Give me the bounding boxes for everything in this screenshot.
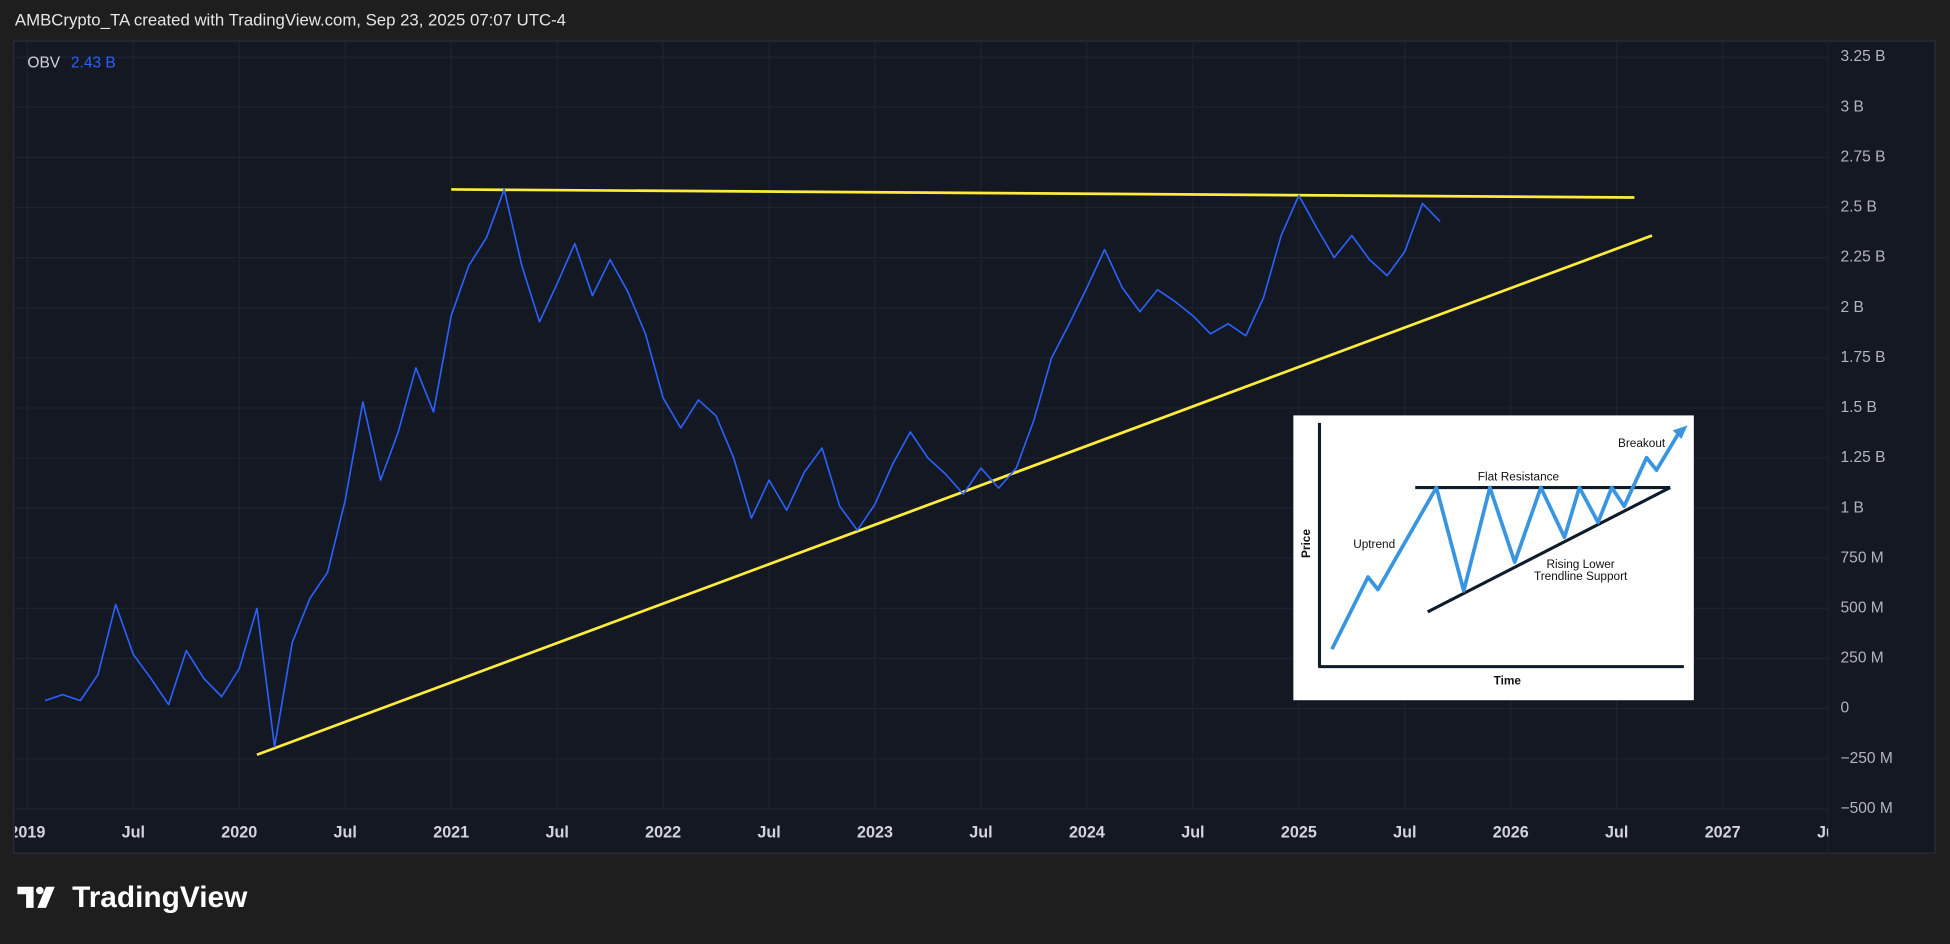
footer-brand: TradingView	[72, 881, 248, 914]
logo-icon	[17, 886, 34, 908]
x-tick-label: 2024	[1069, 824, 1105, 842]
y-tick-label: −250 M	[1841, 750, 1893, 767]
inset-label: Breakout	[1618, 436, 1666, 450]
legend-value: 2.43 B	[71, 55, 116, 72]
y-axis: 3.25 B 3 B 2.75 B 2.5 B 2.25 B 2 B 1.75 B 1.5 B…	[1841, 48, 1893, 817]
x-tick-label: Jul	[545, 824, 568, 842]
x-tick-label: Jul	[757, 824, 780, 842]
inset-label: Rising Lower	[1547, 557, 1615, 571]
y-tick-label: 3 B	[1841, 98, 1864, 115]
logo-icon	[37, 886, 55, 908]
x-tick-label: Jul	[1393, 824, 1416, 842]
inset-label: Price	[1299, 529, 1313, 558]
legend-name: OBV	[27, 55, 60, 72]
y-tick-label: 2.25 B	[1841, 249, 1886, 266]
inset-label: Flat Resistance	[1478, 470, 1560, 484]
inset-arrowhead	[1672, 425, 1688, 440]
inset-background	[1293, 415, 1694, 701]
series-line	[44, 188, 1441, 748]
x-tick-label: Jul	[122, 824, 145, 842]
x-tick-label: Jul	[1181, 824, 1204, 842]
x-tick-label: 2025	[1281, 824, 1317, 842]
x-tick-label: 2023	[857, 824, 893, 842]
inset-label: Trendline Support	[1534, 569, 1628, 583]
y-tick-label: 1.75 B	[1841, 349, 1886, 366]
y-tick-label: 1.5 B	[1841, 399, 1877, 416]
x-tick-label: Jul	[969, 824, 992, 842]
x-tick-label: 2026	[1493, 824, 1529, 842]
logo-icon	[36, 886, 44, 895]
inset-support	[1426, 486, 1671, 614]
x-tick-label: 2020	[221, 824, 257, 842]
x-tick-label: Jul	[1817, 824, 1840, 842]
y-tick-label: 2.75 B	[1841, 148, 1886, 165]
trendline	[451, 188, 1635, 199]
y-tick-label: 2 B	[1841, 299, 1864, 316]
y-tick-label: 1.25 B	[1841, 449, 1886, 466]
y-tick-label: 3.25 B	[1841, 48, 1886, 65]
x-tick-label: Jul	[1605, 824, 1628, 842]
trendline	[256, 234, 1653, 757]
y-tick-label: 750 M	[1841, 549, 1884, 566]
x-axis: 2019 Jul 2020 Jul 2021 Jul 2022 Jul 2023 Jul 2024 J…	[9, 824, 1840, 842]
x-tick-label: 2022	[645, 824, 681, 842]
inset-diagram: Price Time Uptrend Flat Resistance Break…	[1293, 415, 1694, 701]
y-tick-label: 250 M	[1841, 650, 1884, 667]
y-tick-label: 0	[1841, 700, 1850, 717]
x-tick-label: 2019	[9, 824, 45, 842]
inset-label: Time	[1494, 674, 1522, 688]
plot	[44, 188, 1653, 757]
x-tick-label: 2027	[1705, 824, 1741, 842]
inset-label: Uptrend	[1353, 537, 1395, 551]
x-tick-label: Jul	[334, 824, 357, 842]
footer-logo: TradingView	[17, 881, 248, 914]
header-text: AMBCrypto_TA created with TradingView.co…	[15, 11, 566, 30]
y-tick-label: −500 M	[1841, 800, 1893, 817]
y-tick-label: 500 M	[1841, 600, 1884, 617]
x-tick-label: 2021	[433, 824, 469, 842]
inset-price-path	[1330, 431, 1681, 651]
y-tick-label: 2.5 B	[1841, 199, 1877, 216]
y-tick-label: 1 B	[1841, 499, 1864, 516]
